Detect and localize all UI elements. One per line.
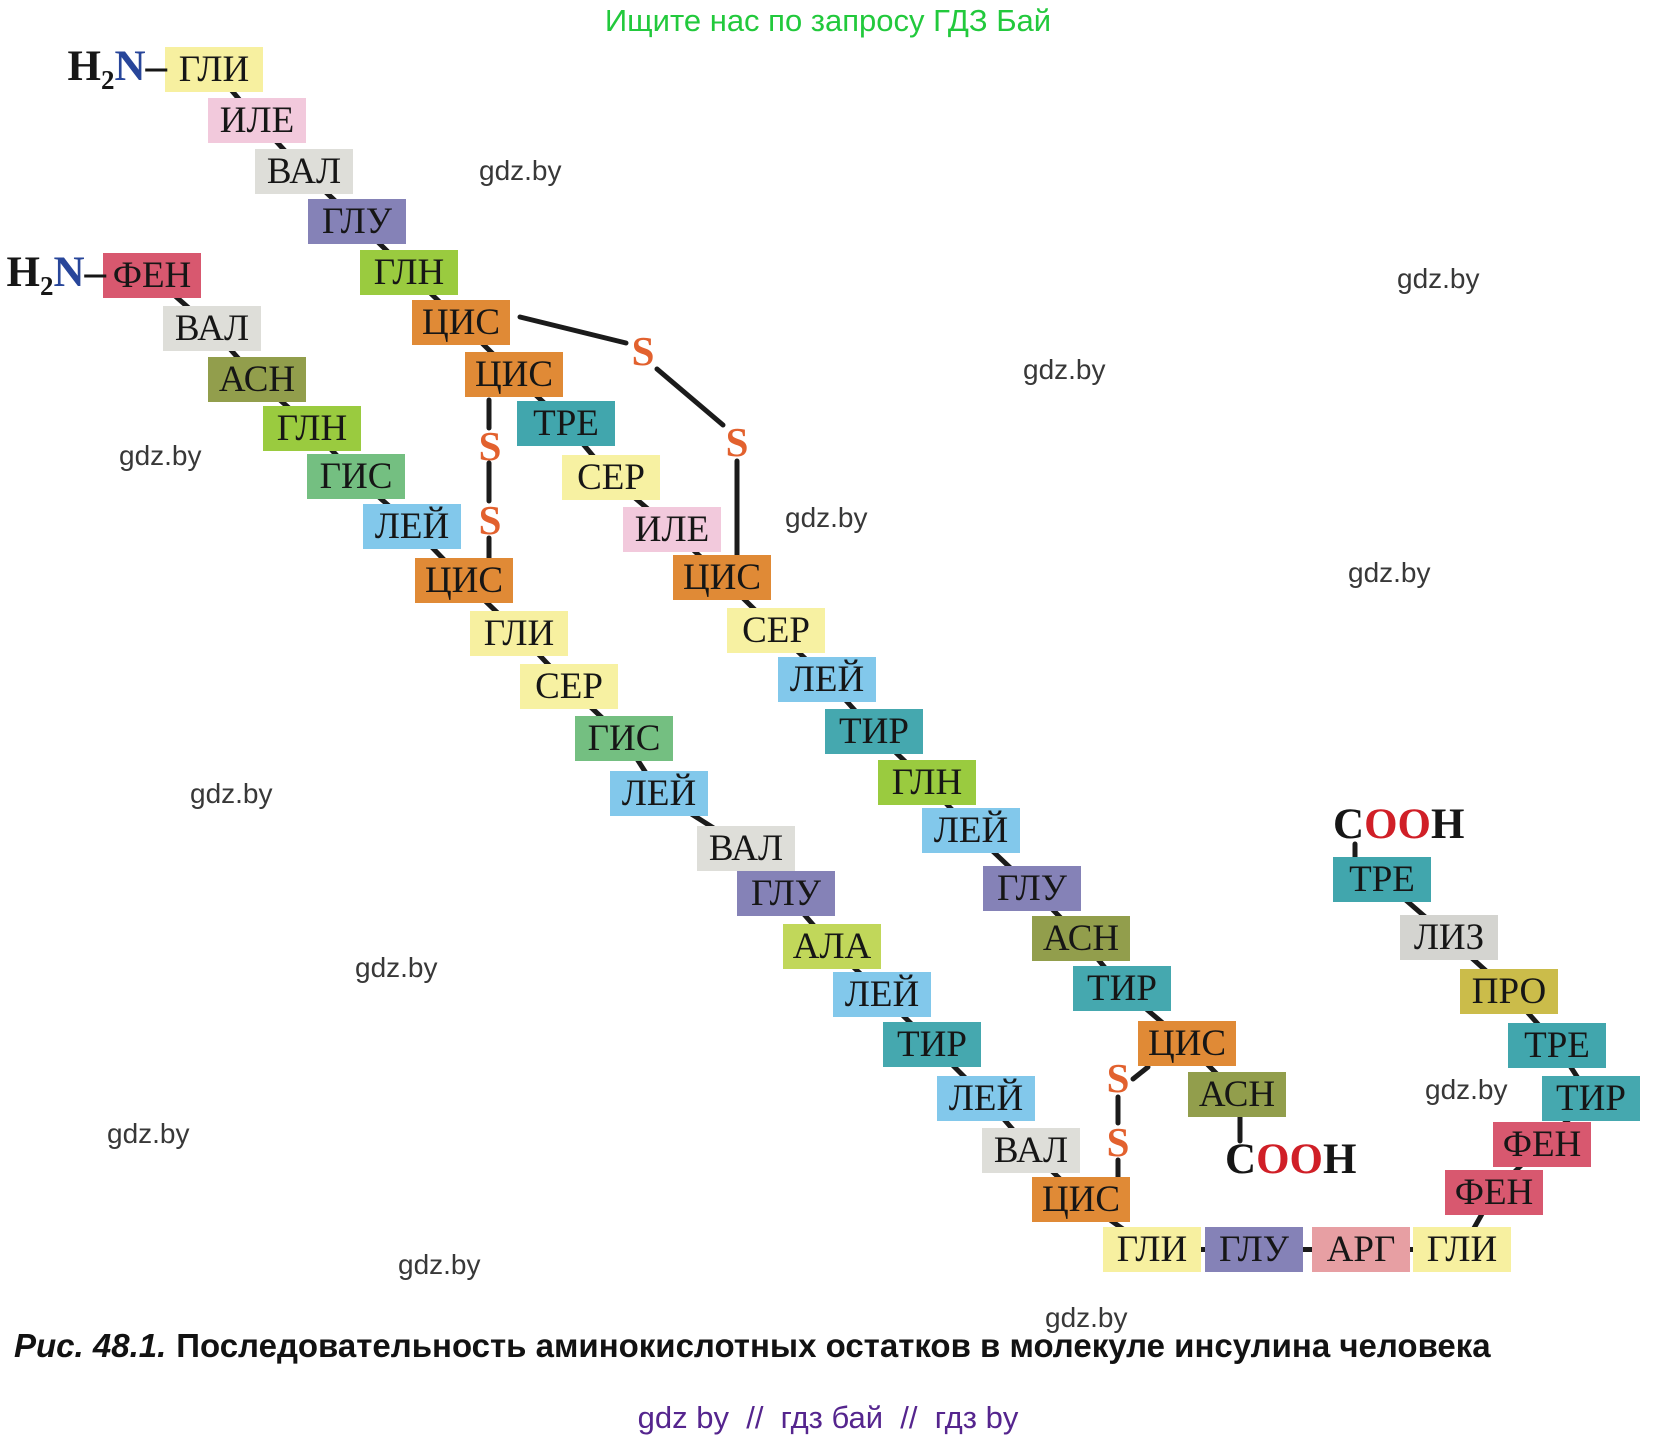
carboxy-terminus-label: СООН <box>1225 1138 1356 1181</box>
residue-box: ИЛЕ <box>623 507 721 552</box>
watermark: gdz.by <box>107 1118 190 1149</box>
residue-box: ЛИЗ <box>1400 915 1498 960</box>
residue-box: ГЛУ <box>737 871 835 916</box>
watermark: gdz.by <box>1425 1074 1508 1105</box>
watermark: gdz.by <box>479 155 562 186</box>
residue-box: ГЛИ <box>1103 1227 1201 1272</box>
sulfur-label: S <box>725 419 749 465</box>
residue-box: АЛА <box>783 924 881 969</box>
residue-box: ГИС <box>575 716 673 761</box>
terminus-part: С <box>1225 1136 1257 1183</box>
residue-box: АСН <box>1032 916 1130 961</box>
residue-box: ЦИС <box>465 352 563 397</box>
watermark: gdz.by <box>1023 354 1106 385</box>
terminus-part: 2 <box>100 65 115 95</box>
residue-box: ТРЕ <box>1333 857 1431 902</box>
residue-box: ВАЛ <box>163 306 261 351</box>
residue-box: ЦИС <box>673 555 771 600</box>
amino-terminus-label: H2N– <box>67 45 167 94</box>
peptide-bond <box>1130 1064 1151 1082</box>
residue-box: АРГ <box>1312 1227 1410 1272</box>
residue-box: ТИР <box>883 1022 981 1067</box>
terminus-part: N <box>114 43 146 90</box>
residue-box: ГЛН <box>878 760 976 805</box>
sulfur-label: S <box>1106 1119 1130 1165</box>
residue-box: ТРЕ <box>517 401 615 446</box>
sulfur-label: S <box>478 497 502 543</box>
terminus-part: – <box>84 249 107 296</box>
residue-box: ПРО <box>1460 969 1558 1014</box>
sulfur-label: S <box>1106 1055 1130 1101</box>
residue-box: ЦИС <box>412 300 510 345</box>
residue-box: ГЛН <box>360 250 458 295</box>
watermark: gdz.by <box>190 778 273 809</box>
residue-box: ЛЕЙ <box>833 972 931 1017</box>
watermark: gdz.by <box>1348 557 1431 588</box>
terminus-part: ОО <box>1256 1136 1323 1183</box>
residue-box: ФЕН <box>1493 1122 1591 1167</box>
residue-box: ГЛИ <box>165 47 263 92</box>
terminus-part: ОО <box>1364 801 1431 848</box>
residue-box: АСН <box>1188 1072 1286 1117</box>
residue-box: ЛЕЙ <box>778 657 876 702</box>
terminus-part: H <box>67 43 101 90</box>
peptide-bond <box>654 366 726 428</box>
residue-box: ЛЕЙ <box>922 808 1020 853</box>
amino-terminus-label: H2N– <box>6 251 106 300</box>
residue-box: ЛЕЙ <box>937 1076 1035 1121</box>
terminus-part: 2 <box>39 271 54 301</box>
residue-box: ИЛЕ <box>208 98 306 143</box>
figure-number: Рис. 48.1. <box>14 1327 167 1364</box>
figure-caption-text: Последовательность аминокислотных остатк… <box>176 1327 1491 1364</box>
watermark: gdz.by <box>785 502 868 533</box>
residue-box: ТРЕ <box>1508 1023 1606 1068</box>
residue-box: ЛЕЙ <box>363 504 461 549</box>
residue-box: ВАЛ <box>982 1128 1080 1173</box>
residue-box: ГЛУ <box>983 866 1081 911</box>
watermark: gdz.by <box>1045 1302 1128 1333</box>
carboxy-terminus-label: СООН <box>1333 803 1464 846</box>
residue-box: ГЛИ <box>470 611 568 656</box>
residue-box: ЦИС <box>1138 1021 1236 1066</box>
figure-caption: Рис. 48.1. Последовательность аминокислот… <box>14 1327 1650 1365</box>
residue-box: ГИС <box>307 454 405 499</box>
residue-box: АСН <box>208 357 306 402</box>
watermark: gdz.by <box>119 440 202 471</box>
promo-banner-bottom: gdz by // гдз бай // гдз by <box>637 1400 1019 1435</box>
sulfur-label: S <box>631 328 655 374</box>
promo-banner-top: Ищите нас по запросу ГДЗ Бай <box>604 3 1052 38</box>
residue-box: ФЕН <box>1445 1170 1543 1215</box>
residue-box: СЕР <box>520 664 618 709</box>
terminus-part: – <box>145 43 168 90</box>
residue-box: ГЛУ <box>308 199 406 244</box>
terminus-part: H <box>6 249 40 296</box>
residue-box: ЦИС <box>415 558 513 603</box>
watermark: gdz.by <box>355 952 438 983</box>
peptide-bond <box>517 314 629 346</box>
residue-box: ТИР <box>1542 1076 1640 1121</box>
terminus-part: С <box>1333 801 1365 848</box>
residue-box: ФЕН <box>103 253 201 298</box>
residue-box: ГЛН <box>263 406 361 451</box>
residue-box: ВАЛ <box>697 826 795 871</box>
residue-box: ГЛУ <box>1205 1227 1303 1272</box>
residue-box: ГЛИ <box>1413 1227 1511 1272</box>
residue-box: ТИР <box>1073 966 1171 1011</box>
residue-box: ТИР <box>825 709 923 754</box>
watermark: gdz.by <box>1397 263 1480 294</box>
sulfur-label: S <box>478 423 502 469</box>
residue-box: СЕР <box>562 455 660 500</box>
residue-box: СЕР <box>727 608 825 653</box>
residue-box: ВАЛ <box>255 149 353 194</box>
residue-box: ЛЕЙ <box>610 771 708 816</box>
terminus-part: Н <box>1430 801 1465 848</box>
residue-box: ЦИС <box>1032 1177 1130 1222</box>
terminus-part: N <box>53 249 85 296</box>
terminus-part: Н <box>1322 1136 1357 1183</box>
watermark: gdz.by <box>398 1249 481 1280</box>
